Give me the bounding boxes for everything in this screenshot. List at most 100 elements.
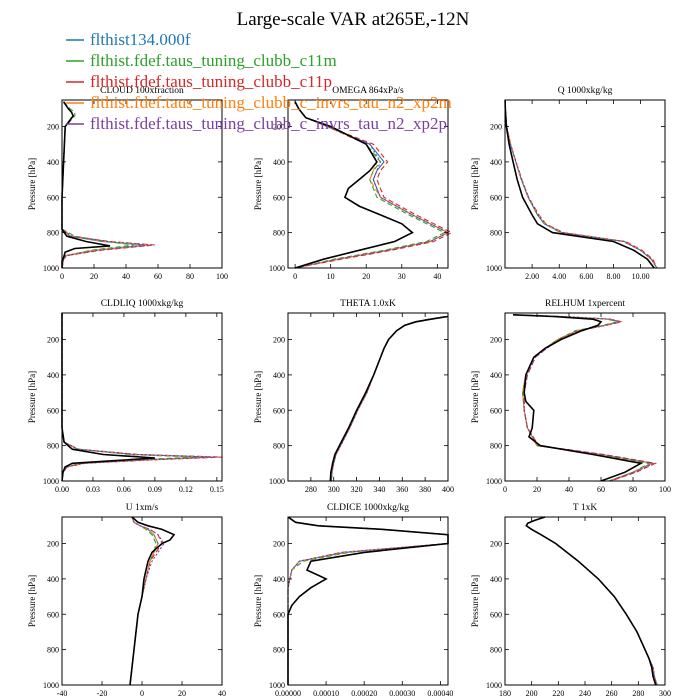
series-line-3	[287, 516, 449, 685]
legend-label: flthist134.000f	[90, 30, 191, 49]
y-tick-label: 200	[47, 336, 59, 345]
y-tick-label: 200	[273, 123, 285, 132]
y-tick-label: 200	[273, 336, 285, 345]
series-line-4	[287, 516, 449, 685]
panel-title: OMEGA 864xPa/s	[332, 86, 404, 96]
y-tick-label: 400	[47, 575, 59, 584]
series-line-2	[525, 516, 658, 686]
y-tick-label: 600	[273, 406, 285, 415]
x-tick-label: 0.09	[148, 485, 162, 494]
series-line-5	[504, 99, 658, 269]
panel-2: 0 10 20 30 40 200 400 600 800 1000 Pressure [hPa] O…	[253, 86, 453, 281]
series-line-5	[129, 516, 165, 686]
y-tick-label: 600	[47, 193, 59, 202]
panel-title: CLDLIQ 1000xkg/kg	[101, 299, 184, 309]
series-line-5	[525, 516, 658, 686]
control-line	[61, 101, 111, 268]
series-line-1	[512, 314, 655, 482]
control-line	[294, 101, 414, 269]
panel-8: 0.00000 0.00010 0.00020 0.00030 0.00040 200 40…	[253, 503, 453, 698]
x-tick-label: 360	[396, 485, 408, 494]
series-line-2	[504, 99, 658, 269]
panel-9: 180 200 220 240 260 280 300 200 400 600 800 1000 Pre…	[470, 503, 671, 698]
y-tick-label: 1000	[43, 264, 59, 273]
y-tick-label: 600	[490, 406, 502, 415]
series-line-5	[512, 314, 656, 482]
y-axis-label: Pressure [hPa]	[253, 158, 263, 210]
x-tick-label: 20	[90, 272, 98, 281]
control-line	[512, 314, 644, 482]
x-tick-label: 0	[503, 485, 507, 494]
legend-label: flthist.fdef.taus_tuning_clubb_c_invrs_t…	[90, 93, 452, 112]
x-tick-label: 10.00	[632, 272, 650, 281]
x-tick-label: -20	[97, 689, 108, 698]
control-line	[504, 99, 655, 269]
x-tick-label: 240	[579, 689, 591, 698]
series-line-3	[504, 99, 658, 269]
y-tick-label: 400	[490, 575, 502, 584]
x-tick-label: 340	[373, 485, 385, 494]
series-line-4	[512, 314, 655, 482]
series-line-5	[330, 315, 446, 482]
x-tick-label: 30	[398, 272, 406, 281]
x-tick-label: 40	[122, 272, 130, 281]
legend-item-1: flthist134.000f	[66, 30, 191, 49]
x-tick-label: -40	[57, 689, 68, 698]
y-tick-label: 600	[47, 406, 59, 415]
x-tick-label: 300	[659, 689, 671, 698]
x-tick-label: 220	[552, 689, 564, 698]
y-tick-label: 600	[47, 610, 59, 619]
plot-frame	[504, 516, 666, 686]
plot-frame	[287, 516, 449, 686]
y-tick-label: 200	[47, 123, 59, 132]
series-line-5	[61, 313, 217, 482]
y-axis-label: Pressure [hPa]	[27, 158, 37, 210]
x-tick-label: 0.00030	[389, 689, 415, 698]
series-line-1	[504, 99, 658, 269]
series-line-2	[512, 314, 651, 482]
panel-6: 0 20 40 60 80 100 200 400 600 800 1000 Pressure [hP…	[470, 299, 671, 494]
x-tick-label: 0.00010	[313, 689, 339, 698]
panel-title: T 1xK	[573, 503, 598, 513]
panel-title: CLOUD 100xfraction	[100, 85, 184, 96]
y-tick-label: 800	[490, 646, 502, 655]
y-tick-label: 1000	[486, 477, 502, 486]
series-line-4	[129, 516, 159, 686]
y-axis-label: Pressure [hPa]	[27, 575, 37, 627]
plot-frame	[61, 516, 223, 686]
y-tick-label: 200	[490, 123, 502, 132]
x-tick-label: 0.00020	[351, 689, 377, 698]
y-tick-label: 800	[47, 442, 59, 451]
y-tick-label: 400	[490, 158, 502, 167]
page-title: Large-scale VAR at265E,-12N	[237, 9, 470, 30]
y-axis-label: Pressure [hPa]	[253, 575, 263, 627]
x-tick-label: 260	[606, 689, 618, 698]
y-tick-label: 800	[47, 229, 59, 238]
plot-frame	[61, 99, 223, 269]
y-tick-label: 400	[273, 575, 285, 584]
y-axis-label: Pressure [hPa]	[470, 371, 480, 423]
panel-title: RELHUM 1xpercent	[545, 299, 625, 309]
control-line	[525, 516, 657, 686]
panel-title: THETA 1.0xK	[340, 299, 396, 309]
x-tick-label: 0.03	[86, 485, 100, 494]
legend-item-3: flthist.fdef.taus_tuning_clubb_c11p	[66, 72, 332, 91]
y-tick-label: 1000	[486, 681, 502, 690]
y-tick-label: 800	[490, 229, 502, 238]
panel-3: 2.00 4.00 6.00 8.00 10.00 200 400 600 800 1000 Pre…	[470, 86, 666, 281]
y-tick-label: 800	[47, 646, 59, 655]
x-tick-label: 200	[526, 689, 538, 698]
x-tick-label: 0.00040	[427, 689, 453, 698]
y-tick-label: 600	[490, 610, 502, 619]
control-line	[287, 516, 449, 685]
panel-title: CLDICE 1000xkg/kg	[327, 503, 409, 513]
y-tick-label: 200	[273, 540, 285, 549]
y-axis-label: Pressure [hPa]	[253, 371, 263, 423]
x-tick-label: 4.00	[552, 272, 566, 281]
x-tick-label: 0.15	[210, 485, 224, 494]
y-tick-label: 800	[490, 442, 502, 451]
control-line	[61, 313, 155, 482]
y-tick-label: 200	[490, 540, 502, 549]
x-tick-label: 60	[597, 485, 605, 494]
